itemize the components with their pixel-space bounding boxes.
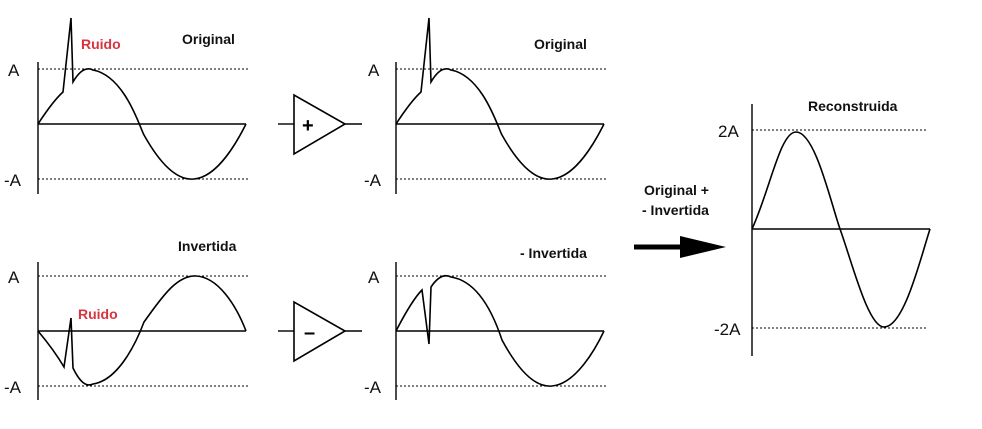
panel-title: - Invertida <box>520 245 587 261</box>
noisy-sine-wave <box>37 17 247 180</box>
minus-symbol: – <box>304 322 315 344</box>
panel-inverted: A -A Ruido Invertida <box>4 238 248 400</box>
label-upper: A <box>368 61 380 80</box>
sum-label-line2: - Invertida <box>642 202 709 218</box>
label-upper: A <box>8 268 20 287</box>
panel-original: A -A Ruido Original <box>4 17 248 194</box>
panel-original-output: A -A Original <box>364 17 606 194</box>
noise-label: Ruido <box>78 306 118 322</box>
amplifier-plus: + <box>278 93 362 156</box>
panel-title: Original <box>182 31 235 47</box>
label-lower: -A <box>364 378 382 397</box>
amp-triangle <box>293 93 347 156</box>
sum-label-line1: Original + <box>644 182 709 198</box>
amp-triangle <box>293 300 347 363</box>
sum-operation: Original + - Invertida <box>634 182 726 258</box>
plus-symbol: + <box>302 115 314 137</box>
panel-inverted-output: A -A - Invertida <box>364 245 606 400</box>
noisy-sine-wave <box>395 17 605 180</box>
panel-title: Reconstruida <box>808 98 898 114</box>
arrow-right-icon <box>680 236 726 258</box>
negated-inverted-wave <box>395 274 605 387</box>
label-lower: -A <box>4 171 22 190</box>
inverted-noisy-wave <box>37 275 247 386</box>
label-upper: 2A <box>718 122 739 141</box>
panel-reconstructed: 2A -2A Reconstruida <box>714 98 931 356</box>
label-lower: -2A <box>714 320 741 339</box>
amplifier-minus: – <box>278 300 362 363</box>
noise-label: Ruido <box>81 36 121 52</box>
label-upper: A <box>8 61 20 80</box>
label-lower: -A <box>364 171 382 190</box>
panel-title: Invertida <box>178 238 237 254</box>
reconstructed-sine-wave <box>751 131 931 328</box>
label-lower: -A <box>4 378 22 397</box>
panel-title: Original <box>534 36 587 52</box>
label-upper: A <box>368 268 380 287</box>
